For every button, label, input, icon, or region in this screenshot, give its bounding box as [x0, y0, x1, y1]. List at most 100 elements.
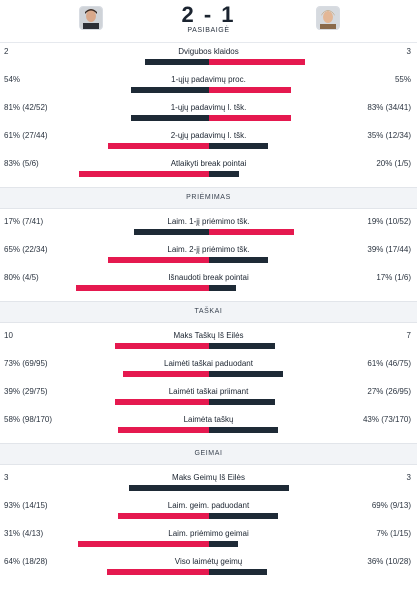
player-two-avatar[interactable] — [316, 6, 340, 30]
stat-right-value: 83% (34/41) — [367, 103, 411, 112]
stat-left-bar — [118, 513, 209, 519]
stat-right-bar — [209, 427, 278, 433]
stat-row: 58% (98/170) Laimėta taškų 43% (73/170) — [0, 411, 417, 439]
stat-right-value: 39% (17/44) — [367, 245, 411, 254]
stat-row: 80% (4/5) Išnaudoti break pointai 17% (1/6… — [0, 269, 417, 297]
stat-label: Laim. 1-jį priėmimo tšk. — [167, 217, 250, 226]
stat-right-value: 17% (1/6) — [376, 273, 411, 282]
stat-right-value: 3 — [406, 47, 411, 56]
section-header: GEIMAI — [0, 443, 417, 465]
stat-label: Atlaikyti break pointai — [170, 159, 247, 168]
stat-left-value: 31% (4/13) — [4, 529, 44, 538]
stat-right-bar — [209, 371, 283, 377]
stat-left-value: 65% (22/34) — [4, 245, 48, 254]
stat-row: 17% (7/41) Laim. 1-jį priėmimo tšk. 19% (1… — [0, 213, 417, 241]
stat-label: Laim. geim. paduodant — [167, 501, 250, 510]
stat-right-value: 19% (10/52) — [367, 217, 411, 226]
stat-label: 1-ųjų padavimų proc. — [171, 75, 246, 84]
stat-left-value: 93% (14/15) — [4, 501, 48, 510]
stat-left-value: 39% (29/75) — [4, 387, 48, 396]
stat-right-value: 61% (46/75) — [367, 359, 411, 368]
match-header: 2 - 1 PASIBAIGĖ — [0, 0, 417, 42]
stat-left-value: 80% (4/5) — [4, 273, 39, 282]
stat-left-value: 64% (18/28) — [4, 557, 48, 566]
stat-left-value: 3 — [4, 473, 9, 482]
stat-row: 93% (14/15) Laim. geim. paduodant 69% (9/1… — [0, 497, 417, 525]
stat-label: Laim. 2-jį priėmimo tšk. — [167, 245, 250, 254]
stat-right-bar — [209, 513, 278, 519]
stat-left-bar — [107, 569, 209, 575]
stat-right-bar — [209, 541, 238, 547]
match-score: 2 - 1 — [181, 2, 236, 27]
stat-row: 31% (4/13) Laim. priėmimo geimai 7% (1/15) — [0, 525, 417, 553]
stat-left-bar — [115, 399, 209, 405]
stat-label: Maks Geimų Iš Eilės — [172, 473, 245, 482]
player-one-avatar[interactable] — [79, 6, 103, 30]
stat-label: Išnaudoti break pointai — [168, 273, 249, 282]
player-two-photo-icon — [317, 7, 339, 29]
stat-right-bar — [209, 285, 236, 291]
stat-label: Maks Taškų Iš Eilės — [173, 331, 244, 340]
stat-left-bar — [108, 143, 209, 149]
stat-row: 54% 1-ųjų padavimų proc. 55% — [0, 71, 417, 99]
stat-left-value: 54% — [4, 75, 21, 84]
stat-left-bar — [79, 171, 209, 177]
stat-right-value: 36% (10/28) — [367, 557, 411, 566]
stat-right-bar — [209, 143, 268, 149]
stat-left-bar — [131, 115, 209, 121]
stat-right-value: 43% (73/170) — [362, 415, 411, 424]
player-one-photo-icon — [80, 7, 102, 29]
stat-right-value: 35% (12/34) — [367, 131, 411, 140]
stat-row: 73% (69/95) Laimėti taškai paduodant 61% (… — [0, 355, 417, 383]
section-header: TAŠKAI — [0, 301, 417, 323]
stat-left-bar — [145, 59, 209, 65]
stat-right-bar — [209, 343, 275, 349]
stat-left-value: 81% (42/52) — [4, 103, 48, 112]
stat-left-bar — [78, 541, 209, 547]
stat-row: 61% (27/44) 2-ųjų padavimų l. tšk. 35% (12… — [0, 127, 417, 155]
statistics-list: 2 Dvigubos klaidos 3 54% 1-ųjų padavimų proc… — [0, 42, 417, 581]
stat-right-value: 20% (1/5) — [376, 159, 411, 168]
stat-label: Laimėta taškų — [183, 415, 234, 424]
stat-right-value: 27% (26/95) — [367, 387, 411, 396]
stat-left-bar — [76, 285, 209, 291]
match-status: PASIBAIGĖ — [187, 27, 230, 34]
stat-right-bar — [209, 569, 267, 575]
stat-right-bar — [209, 257, 268, 263]
stat-left-value: 83% (5/6) — [4, 159, 39, 168]
stat-row: 64% (18/28) Viso laimėtų geimų 36% (10/28) — [0, 553, 417, 581]
stat-row: 81% (42/52) 1-ųjų padavimų l. tšk. 83% (34… — [0, 99, 417, 127]
stat-left-value: 10 — [4, 331, 13, 340]
stat-left-bar — [123, 371, 209, 377]
stat-left-bar — [131, 87, 209, 93]
stat-row: 65% (22/34) Laim. 2-jį priėmimo tšk. 39% (… — [0, 241, 417, 269]
stat-label: Laimėti taškai priimant — [168, 387, 249, 396]
stat-label: Laimėti taškai paduodant — [164, 359, 253, 368]
stat-label: 1-ųjų padavimų l. tšk. — [170, 103, 247, 112]
stat-right-value: 69% (9/13) — [371, 501, 411, 510]
stat-left-bar — [134, 229, 209, 235]
stat-right-value: 3 — [406, 473, 411, 482]
stat-left-bar — [118, 427, 209, 433]
section-header: PRIĖMIMAS — [0, 187, 417, 209]
stat-label: Viso laimėtų geimų — [174, 557, 243, 566]
stat-left-value: 17% (7/41) — [4, 217, 44, 226]
stat-right-value: 7 — [406, 331, 411, 340]
stat-left-bar — [129, 485, 209, 491]
stat-left-value: 2 — [4, 47, 9, 56]
stat-left-bar — [108, 257, 209, 263]
stat-right-bar — [209, 115, 291, 121]
stat-label: 2-ųjų padavimų l. tšk. — [170, 131, 247, 140]
stat-row: 39% (29/75) Laimėti taškai priimant 27% (2… — [0, 383, 417, 411]
stat-row: 10 Maks Taškų Iš Eilės 7 — [0, 327, 417, 355]
stat-left-value: 73% (69/95) — [4, 359, 48, 368]
stat-left-bar — [115, 343, 209, 349]
stat-right-bar — [209, 399, 275, 405]
stat-right-bar — [209, 59, 305, 65]
stat-row: 3 Maks Geimų Iš Eilės 3 — [0, 469, 417, 497]
stat-right-bar — [209, 171, 239, 177]
stat-row: 2 Dvigubos klaidos 3 — [0, 43, 417, 71]
stat-left-value: 58% (98/170) — [4, 415, 53, 424]
stat-left-value: 61% (27/44) — [4, 131, 48, 140]
stat-right-bar — [209, 485, 289, 491]
